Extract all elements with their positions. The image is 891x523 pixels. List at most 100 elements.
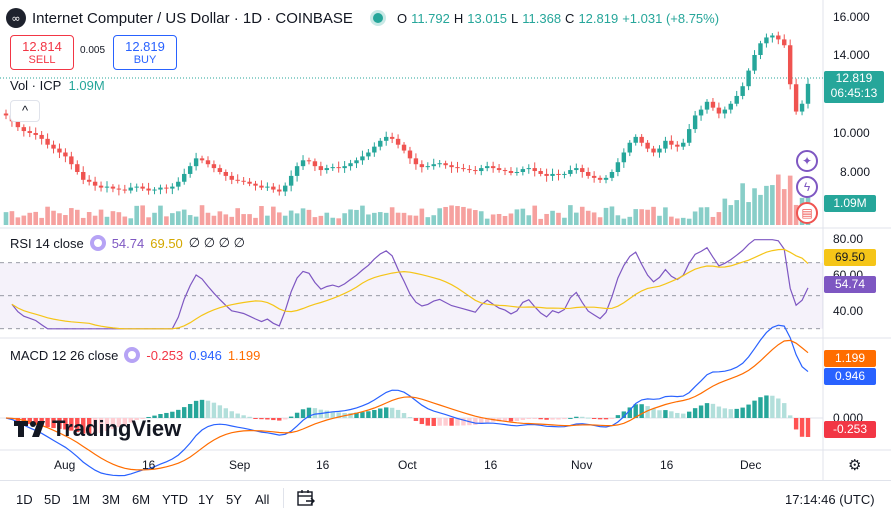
- range-1m[interactable]: 1M: [72, 492, 91, 507]
- macd-hist-bar: [229, 411, 234, 418]
- time-axis-label: Oct: [398, 458, 417, 472]
- volume-bar: [152, 212, 157, 225]
- macd-hist-bar: [277, 418, 282, 421]
- candle-body: [122, 189, 128, 191]
- candle-body: [342, 166, 347, 169]
- axis-settings-icon[interactable]: ⚙: [848, 457, 862, 474]
- market-open-indicator: [372, 13, 383, 23]
- price-tick: 16.000: [833, 10, 870, 24]
- macd-hist-bar: [187, 404, 193, 418]
- candle-body: [496, 168, 502, 171]
- macd-hist-bar: [704, 403, 710, 418]
- sell-button[interactable]: 12.814 SELL: [10, 35, 74, 70]
- candle-body: [205, 160, 211, 165]
- volume-bar: [235, 208, 240, 225]
- collapse-legend-button[interactable]: ^: [10, 100, 40, 122]
- range-3m[interactable]: 3M: [102, 492, 121, 507]
- macd-hist-bar: [330, 411, 335, 418]
- macd-hist-bar: [728, 409, 733, 418]
- buy-button[interactable]: 12.819 BUY: [113, 35, 177, 70]
- candle-body: [502, 170, 508, 172]
- range-5d[interactable]: 5D: [44, 492, 61, 507]
- macd-hist-bar: [651, 408, 656, 418]
- range-1y[interactable]: 1Y: [198, 492, 214, 507]
- indicator-settings-icon[interactable]: [89, 235, 106, 251]
- macd-hist-bar: [455, 418, 460, 426]
- volume-bar: [758, 194, 763, 225]
- volume-bar: [722, 198, 728, 225]
- volume-bar: [490, 214, 496, 225]
- macd-line: [5, 324, 809, 477]
- candle-body: [104, 186, 110, 188]
- macd-hist-bar: [182, 407, 187, 418]
- volume-legend[interactable]: Vol · ICP 1.09M: [10, 78, 105, 93]
- volume-bar: [455, 206, 460, 225]
- candle-body: [639, 136, 644, 143]
- candle-body: [98, 185, 104, 188]
- candle-body: [805, 83, 811, 104]
- rsi-legend[interactable]: RSI 14 close 54.74 69.50 ∅ ∅ ∅ ∅: [10, 235, 245, 251]
- sparkle-icon[interactable]: ✦: [796, 150, 818, 172]
- macd-hist-bar: [401, 413, 407, 418]
- candle-body: [437, 163, 442, 165]
- macd-hist-bar: [740, 407, 745, 418]
- icp-logo-icon: ∞: [6, 8, 26, 28]
- volume-bar: [187, 215, 193, 225]
- candle-body: [15, 121, 21, 128]
- volume-bar: [205, 212, 211, 225]
- macd-hist-bar: [562, 418, 567, 420]
- tradingview-logo[interactable]: TradingView: [14, 416, 181, 442]
- range-all[interactable]: All: [255, 492, 270, 507]
- macd-hist-bar: [407, 417, 413, 419]
- volume-bar: [377, 212, 383, 225]
- volume-bar: [175, 211, 181, 225]
- volume-bar: [86, 212, 92, 225]
- candle-body: [176, 181, 181, 187]
- price-change: +1.031 (+8.75%): [622, 10, 720, 26]
- volume-bar: [734, 200, 740, 225]
- macd-hist-bar: [360, 412, 365, 418]
- candle-body: [366, 152, 371, 157]
- macd-hist-bar: [81, 418, 86, 434]
- volume-bar: [92, 215, 98, 225]
- macd-hist-bar: [193, 400, 199, 418]
- volume-bar: [770, 185, 775, 225]
- volume-bar: [473, 210, 478, 225]
- volume-bar: [764, 185, 769, 225]
- candle-body: [140, 186, 145, 189]
- range-ytd[interactable]: YTD: [162, 492, 188, 507]
- volume-bar: [443, 206, 448, 225]
- indicator-settings-icon[interactable]: [124, 347, 141, 363]
- volume-bar: [544, 213, 549, 225]
- us-flag-icon[interactable]: ▤: [796, 202, 818, 224]
- time-axis-label: 16: [660, 458, 674, 472]
- volume-bar: [110, 211, 116, 225]
- macd-hist-bar: [574, 416, 579, 418]
- macd-hist-bar: [591, 418, 597, 419]
- lightning-icon[interactable]: ϟ: [796, 176, 818, 198]
- macd-hist-bar: [609, 418, 615, 419]
- volume-bar: [389, 207, 395, 225]
- range-6m[interactable]: 6M: [132, 492, 151, 507]
- volume-bar: [574, 212, 579, 225]
- candle-body: [550, 173, 555, 176]
- macd-legend[interactable]: MACD 12 26 close -0.253 0.946 1.199: [10, 347, 260, 363]
- volume-bar: [651, 206, 656, 225]
- symbol-title[interactable]: Internet Computer / US Dollar · 1D · COI…: [32, 9, 353, 27]
- volume-bar: [98, 209, 104, 225]
- volume-bar: [746, 202, 751, 225]
- range-5y[interactable]: 5Y: [226, 492, 242, 507]
- utc-clock[interactable]: 17:14:46 (UTC): [785, 492, 875, 507]
- candle-body: [431, 164, 436, 167]
- macd-hist-bar: [176, 409, 181, 418]
- go-to-date-icon[interactable]: [296, 488, 316, 508]
- candle-body: [793, 84, 799, 112]
- candle-body: [372, 146, 377, 153]
- range-1d[interactable]: 1D: [16, 492, 33, 507]
- volume-bar: [336, 218, 341, 225]
- volume-bar: [692, 211, 698, 225]
- macd-hist-bar: [686, 411, 692, 418]
- volume-bar: [532, 205, 538, 225]
- macd-hist-bar: [86, 418, 92, 434]
